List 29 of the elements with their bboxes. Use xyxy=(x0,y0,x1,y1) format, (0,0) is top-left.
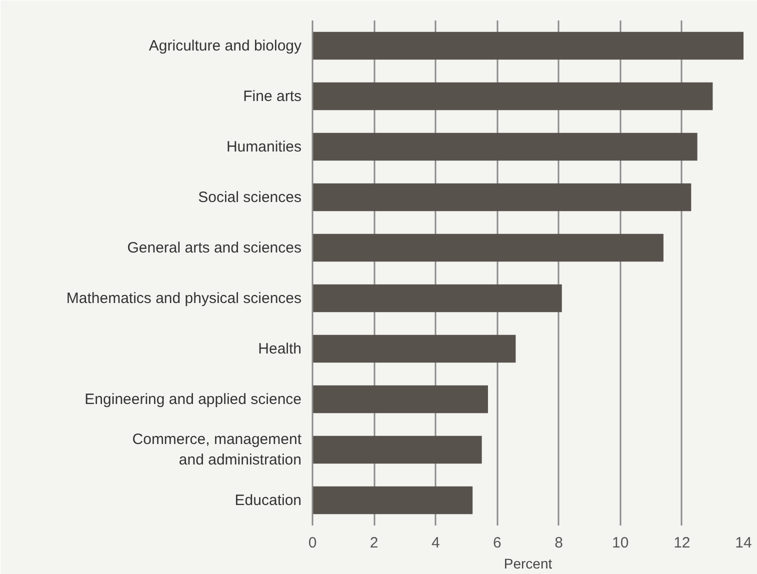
x-tick-label: 10 xyxy=(612,534,629,552)
y-tick-label: Health xyxy=(258,340,302,358)
y-tick-label: Commerce, management and administration xyxy=(132,431,302,468)
bar xyxy=(312,436,482,464)
bar xyxy=(312,82,713,110)
y-tick-label: Fine arts xyxy=(243,88,302,105)
x-tick-label: 12 xyxy=(674,534,690,552)
bar xyxy=(312,183,692,212)
x-axis-title: Percent xyxy=(504,556,552,572)
y-tick-label: Humanities xyxy=(226,138,302,156)
y-tick-label: Education xyxy=(234,492,302,509)
bar xyxy=(312,385,488,414)
x-tick-label: 2 xyxy=(370,534,378,552)
y-tick-label: Agriculture and biology xyxy=(148,37,302,54)
x-tick-label: 6 xyxy=(493,534,502,552)
bar xyxy=(312,132,698,161)
y-tick-label: Social sciences xyxy=(198,188,302,206)
bar xyxy=(312,284,562,312)
x-tick-label: 8 xyxy=(554,534,563,552)
bar xyxy=(312,486,473,514)
bar xyxy=(312,334,516,363)
y-tick-label: Engineering and applied science xyxy=(84,390,302,408)
bar xyxy=(312,32,744,60)
x-tick-label: 4 xyxy=(431,534,440,552)
x-tick-label: 0 xyxy=(308,534,317,552)
y-tick-label: Mathematics and physical sciences xyxy=(66,290,302,307)
bar xyxy=(312,234,664,262)
y-tick-label: General arts and sciences xyxy=(127,239,302,256)
x-tick-label: 14 xyxy=(735,534,752,552)
